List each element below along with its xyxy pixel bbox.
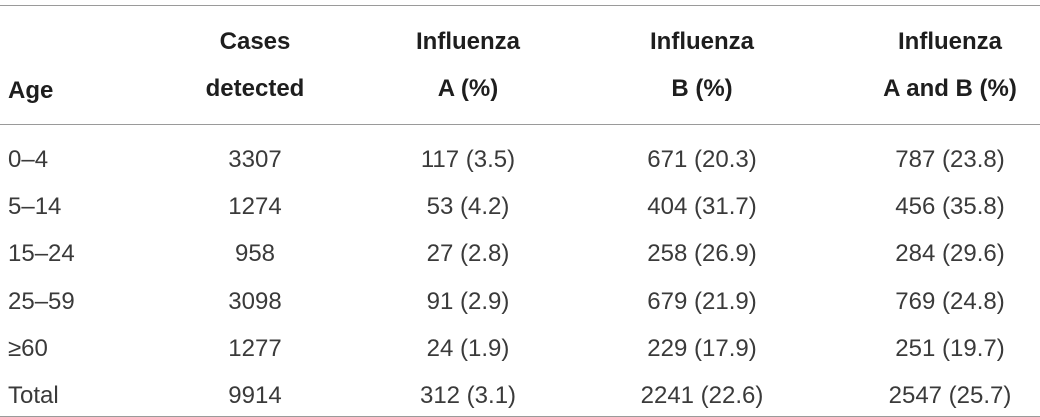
row-label: 5–14 xyxy=(8,193,62,221)
table-cell: 312 (3.1) xyxy=(419,382,517,409)
table-cell: 3098 xyxy=(228,287,282,315)
table-cell: 9914 xyxy=(228,382,282,409)
table-cell: 787 (23.8) xyxy=(895,146,1005,173)
table-cell: 958 xyxy=(234,240,276,268)
top-rule xyxy=(0,5,1040,6)
table-cell: 251 (19.7) xyxy=(895,334,1005,362)
row-label: 25–59 xyxy=(8,287,75,315)
row-label: 0–4 xyxy=(8,146,49,173)
table-cell: 2241 (22.6) xyxy=(640,382,764,409)
table-cell: 671 (20.3) xyxy=(647,146,757,173)
header-rule xyxy=(0,124,1040,125)
table-cell: 91 (2.9) xyxy=(426,287,510,315)
row-label: Total xyxy=(8,382,59,409)
table-cell: 1277 xyxy=(228,334,282,362)
table-cell: 284 (29.6) xyxy=(895,240,1005,268)
column-header: Influenza xyxy=(649,28,755,55)
table-cell: 24 (1.9) xyxy=(426,334,510,362)
table-cell: 404 (31.7) xyxy=(647,193,757,221)
column-header: Cases xyxy=(219,28,291,55)
column-header: A and B (%) xyxy=(883,75,1017,102)
table-cell: 117 (3.5) xyxy=(420,146,516,173)
column-header: B (%) xyxy=(671,75,733,102)
table-cell: 456 (35.8) xyxy=(895,193,1005,221)
table-cell: 3307 xyxy=(228,146,282,173)
row-label: 15–24 xyxy=(8,240,75,268)
table-cell: 258 (26.9) xyxy=(647,240,757,268)
table-cell: 679 (21.9) xyxy=(647,287,757,315)
table-cell: 229 (17.9) xyxy=(647,334,757,362)
column-header: A (%) xyxy=(437,75,499,102)
table-cell: 769 (24.8) xyxy=(895,287,1005,315)
table-cell: 53 (4.2) xyxy=(426,193,510,221)
row-label: ≥60 xyxy=(8,334,48,362)
column-header: Influenza xyxy=(415,28,521,55)
column-header: Age xyxy=(8,77,54,104)
table-cell: 27 (2.8) xyxy=(426,240,510,268)
table-cell: 2547 (25.7) xyxy=(888,382,1012,409)
table-cell: 1274 xyxy=(228,193,282,221)
column-header: detected xyxy=(205,75,305,102)
column-header: Influenza xyxy=(897,28,1003,55)
